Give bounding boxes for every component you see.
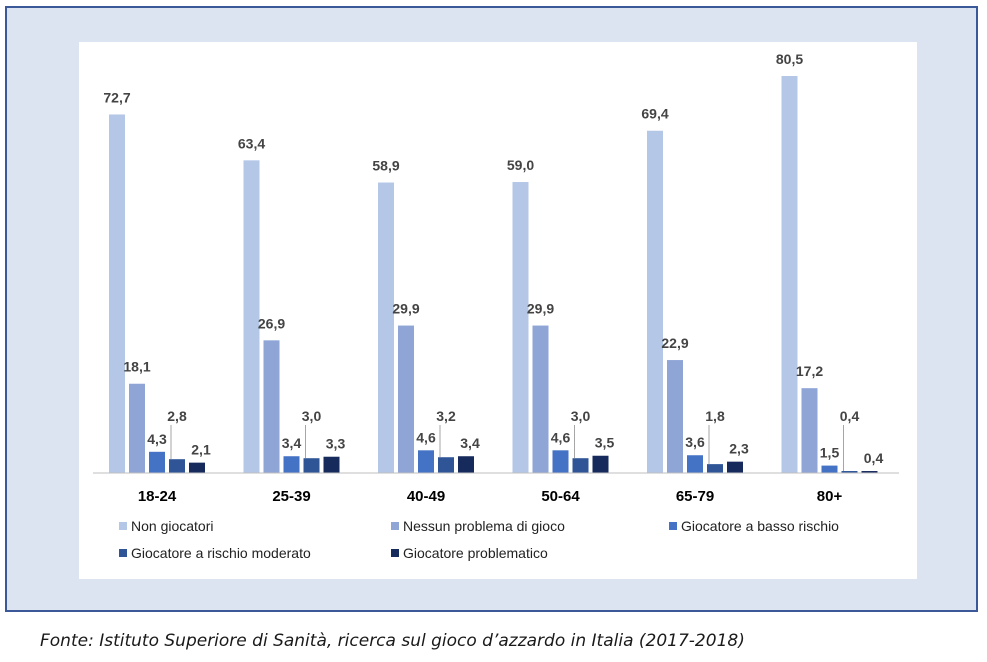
value-label-18-24-s4: 2,1 bbox=[191, 442, 211, 458]
value-label-80+-s4: 0,4 bbox=[864, 450, 884, 466]
bar-18-24-s4 bbox=[189, 462, 205, 473]
value-label-25-39-s2: 3,4 bbox=[282, 435, 302, 451]
value-label-80+-s0: 80,5 bbox=[776, 51, 803, 67]
source-note: Fonte: Istituto Superiore di Sanità, ric… bbox=[40, 631, 745, 651]
bars-group bbox=[109, 76, 878, 474]
bar-18-24-s1 bbox=[129, 383, 145, 473]
legend-label-s0: Non giocatori bbox=[131, 518, 214, 534]
chart-panel: 72,7 18,1 4,3 2,8 2,1 63,4 26,9 3,4 3,0 3,3 58,9 29… bbox=[79, 42, 917, 579]
bar-18-24-s3 bbox=[169, 459, 185, 473]
bar-65-79-s3 bbox=[707, 464, 723, 473]
legend-swatch-s4 bbox=[391, 549, 399, 557]
bar-18-24-s2 bbox=[149, 451, 165, 473]
category-label-50-64: 50-64 bbox=[541, 488, 580, 505]
legend-swatch-s0 bbox=[119, 522, 127, 530]
legend-swatch-s3 bbox=[119, 549, 127, 557]
legend-swatch-s2 bbox=[669, 522, 677, 530]
value-label-50-64-s3: 3,0 bbox=[571, 408, 591, 424]
category-label-80+: 80+ bbox=[817, 488, 843, 505]
bar-50-64-s3 bbox=[572, 458, 589, 473]
bar-40-49-s4 bbox=[458, 456, 474, 473]
value-label-25-39-s0: 63,4 bbox=[238, 135, 265, 151]
value-label-25-39-s1: 26,9 bbox=[258, 315, 285, 331]
bar-40-49-s2 bbox=[418, 450, 434, 473]
value-label-18-24-s1: 18,1 bbox=[123, 359, 150, 375]
value-label-50-64-s0: 59,0 bbox=[507, 157, 534, 173]
category-label-40-49: 40-49 bbox=[407, 488, 445, 505]
bar-50-64-s4 bbox=[592, 455, 609, 473]
legend-label-s1: Nessun problema di gioco bbox=[403, 518, 565, 534]
value-label-50-64-s1: 29,9 bbox=[527, 301, 554, 317]
bar-65-79-s2 bbox=[687, 455, 703, 473]
value-labels-group: 72,718,14,32,82,163,426,93,43,03,358,929… bbox=[103, 51, 883, 466]
value-label-80+-s2: 1,5 bbox=[820, 445, 840, 461]
bar-25-39-s0 bbox=[243, 160, 260, 474]
value-label-25-39-s3: 3,0 bbox=[302, 408, 322, 424]
value-label-80+-s1: 17,2 bbox=[796, 363, 823, 379]
legend-label-s4: Giocatore problematico bbox=[403, 545, 548, 561]
legend-label-s3: Giocatore a rischio moderato bbox=[131, 545, 311, 561]
value-label-65-79-s1: 22,9 bbox=[661, 335, 688, 351]
bar-80+-s2 bbox=[821, 465, 838, 473]
value-label-65-79-s3: 1,8 bbox=[705, 408, 725, 424]
value-label-25-39-s4: 3,3 bbox=[326, 436, 346, 452]
value-label-65-79-s2: 3,6 bbox=[685, 434, 705, 450]
value-label-65-79-s4: 2,3 bbox=[729, 441, 749, 457]
bar-chart: 72,718,14,32,82,163,426,93,43,03,358,929… bbox=[93, 51, 899, 561]
value-label-18-24-s2: 4,3 bbox=[147, 431, 167, 447]
chart-frame: 72,7 18,1 4,3 2,8 2,1 63,4 26,9 3,4 3,0 3,3 58,9 29… bbox=[5, 6, 978, 612]
category-labels-group: 18-24 25-39 40-49 50-64 65-79 80+ bbox=[138, 488, 843, 505]
value-label-50-64-s2: 4,6 bbox=[551, 429, 571, 445]
bar-50-64-s1 bbox=[532, 325, 549, 473]
value-label-40-49-s4: 3,4 bbox=[460, 435, 480, 451]
bar-80+-s4 bbox=[861, 471, 878, 473]
bar-50-64-s2 bbox=[552, 450, 569, 473]
bar-40-49-s1 bbox=[398, 325, 414, 473]
value-label-18-24-s3: 2,8 bbox=[167, 408, 187, 424]
bar-65-79-s0 bbox=[647, 130, 663, 473]
bar-50-64-s0 bbox=[512, 182, 529, 473]
category-label-65-79: 65-79 bbox=[676, 488, 714, 505]
bar-25-39-s4 bbox=[323, 456, 340, 473]
legend: Non giocatori Nessun problema di gioco Gio… bbox=[119, 518, 839, 561]
bar-40-49-s3 bbox=[438, 457, 454, 473]
bar-65-79-s4 bbox=[727, 461, 743, 473]
category-label-18-24: 18-24 bbox=[138, 488, 177, 505]
value-label-40-49-s3: 3,2 bbox=[436, 408, 456, 424]
bar-80+-s0 bbox=[781, 76, 798, 473]
bar-65-79-s1 bbox=[667, 360, 683, 473]
bar-80+-s3 bbox=[841, 471, 858, 473]
value-label-18-24-s0: 72,7 bbox=[103, 89, 130, 105]
legend-swatch-s1 bbox=[391, 522, 399, 530]
legend-label-s2: Giocatore a basso rischio bbox=[681, 518, 839, 534]
value-label-80+-s3: 0,4 bbox=[840, 408, 860, 424]
bar-25-39-s3 bbox=[303, 458, 320, 473]
value-label-40-49-s1: 29,9 bbox=[392, 301, 419, 317]
value-label-40-49-s0: 58,9 bbox=[372, 158, 399, 174]
value-label-40-49-s2: 4,6 bbox=[416, 429, 436, 445]
value-label-65-79-s0: 69,4 bbox=[641, 106, 668, 122]
bar-18-24-s0 bbox=[109, 114, 125, 474]
leader-lines-group bbox=[170, 425, 844, 472]
bar-80+-s1 bbox=[801, 388, 818, 473]
value-label-50-64-s4: 3,5 bbox=[595, 435, 615, 451]
bar-25-39-s1 bbox=[263, 340, 280, 473]
category-label-25-39: 25-39 bbox=[272, 488, 310, 505]
bar-25-39-s2 bbox=[283, 456, 300, 473]
bar-40-49-s0 bbox=[378, 182, 394, 473]
